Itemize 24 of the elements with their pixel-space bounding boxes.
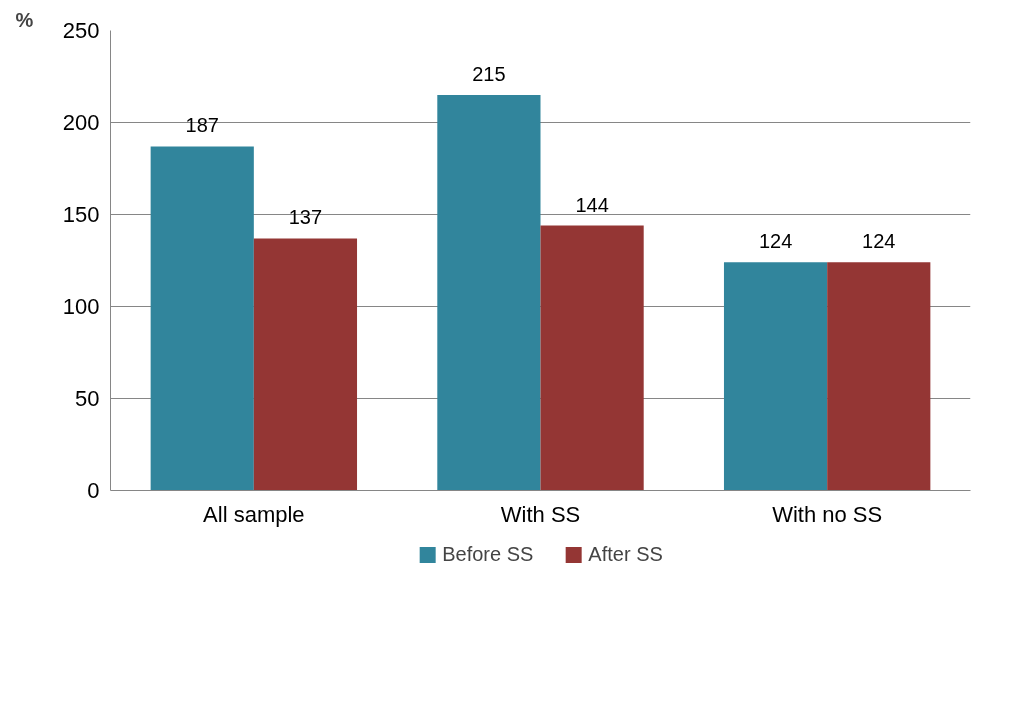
data-label: 124 — [758, 230, 793, 253]
y-axis-title: % — [15, 8, 34, 31]
data-label: 124 — [862, 230, 896, 253]
bar — [253, 238, 358, 491]
y-tick-label: 200 — [62, 110, 100, 135]
x-tick-label: With no SS — [772, 501, 883, 527]
data-label: 187 — [185, 114, 219, 137]
y-tick-label: 50 — [75, 386, 100, 411]
x-tick-label: All sample — [203, 501, 305, 527]
bar — [437, 94, 541, 491]
y-tick-label: 0 — [87, 478, 100, 503]
x-tick-label: With SS — [500, 501, 581, 527]
legend-label: After SS — [588, 542, 663, 566]
y-tick-label: 250 — [62, 18, 100, 43]
data-label: 144 — [575, 193, 609, 216]
legend-label: Before SS — [442, 542, 534, 566]
bar — [540, 225, 644, 491]
bar — [150, 146, 254, 491]
data-label: 137 — [288, 206, 323, 229]
y-tick-label: 150 — [62, 202, 100, 227]
data-label: 215 — [472, 62, 506, 85]
bar — [723, 262, 828, 491]
y-tick-label: 100 — [62, 294, 100, 319]
bar — [827, 262, 931, 491]
